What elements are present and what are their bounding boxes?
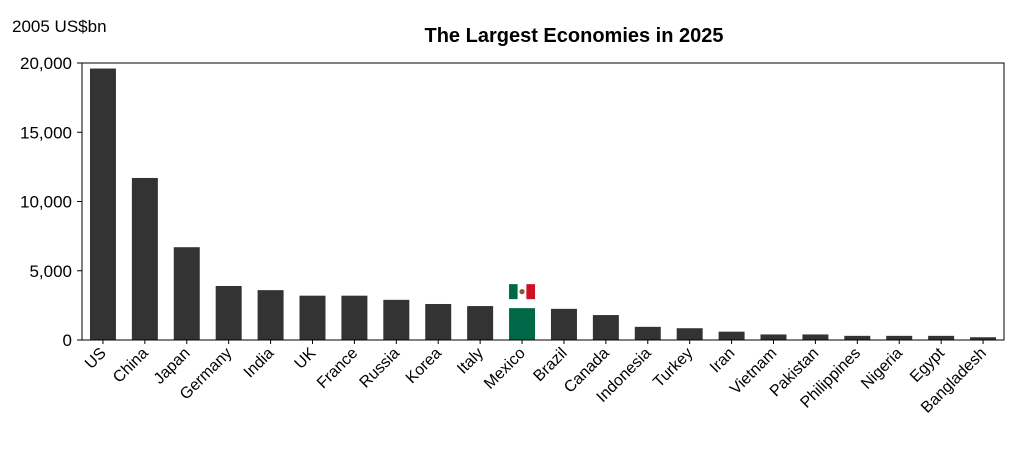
bar-india <box>257 290 284 340</box>
y-axis-ticks: 0 5,000 10,000 15,000 20,000 <box>20 54 82 350</box>
y-tick-label: 20,000 <box>20 54 72 73</box>
bar-egypt <box>928 335 955 340</box>
x-tick-label: Korea <box>403 345 445 387</box>
y-axis-label: 2005 US$bn <box>12 17 107 36</box>
bar-iran <box>718 331 745 340</box>
bar-bangladesh <box>970 337 997 340</box>
x-tick-label: UK <box>292 345 320 373</box>
flag-red-stripe <box>526 284 536 300</box>
y-tick-label: 15,000 <box>20 123 72 142</box>
x-tick-label: India <box>241 345 278 382</box>
x-tick-label: Turkey <box>650 345 696 391</box>
bar-us <box>89 68 116 340</box>
x-tick-label: China <box>110 345 152 387</box>
bar-china <box>131 177 158 340</box>
flag-green-stripe <box>509 284 518 300</box>
bar-nigeria <box>886 335 913 340</box>
bar-philippines <box>844 335 871 340</box>
x-tick-label: Iran <box>707 345 739 377</box>
x-tick-label: Brazil <box>530 345 570 385</box>
bar-brazil <box>550 308 577 340</box>
bar-japan <box>173 247 200 340</box>
bar-korea <box>425 303 452 340</box>
x-tick-label: Italy <box>454 345 487 378</box>
y-tick-label: 10,000 <box>20 193 72 212</box>
bar-indonesia <box>634 326 661 340</box>
y-tick-label: 0 <box>63 331 72 350</box>
x-tick-label: Nigeria <box>858 345 906 393</box>
chart-title: The Largest Economies in 2025 <box>425 25 724 47</box>
bar-italy <box>467 306 494 340</box>
bar-uk <box>299 295 326 340</box>
bar-france <box>341 295 368 340</box>
bar-mexico <box>509 308 536 340</box>
mexico-flag-icon <box>509 284 536 300</box>
x-tick-label: Mexico <box>481 345 529 393</box>
bar-pakistan <box>802 334 829 340</box>
bar-vietnam <box>760 334 787 340</box>
bar-canada <box>592 315 619 340</box>
x-tick-label: France <box>314 345 361 392</box>
x-tick-label: US <box>82 345 110 373</box>
bar-russia <box>383 299 410 340</box>
flag-emblem <box>519 289 525 295</box>
bar-turkey <box>676 328 703 340</box>
y-tick-label: 5,000 <box>29 262 72 281</box>
plot-area-frame <box>81 62 1005 341</box>
bar-germany <box>215 285 242 340</box>
bars-group <box>89 68 997 340</box>
x-tick-label: Russia <box>357 345 404 392</box>
